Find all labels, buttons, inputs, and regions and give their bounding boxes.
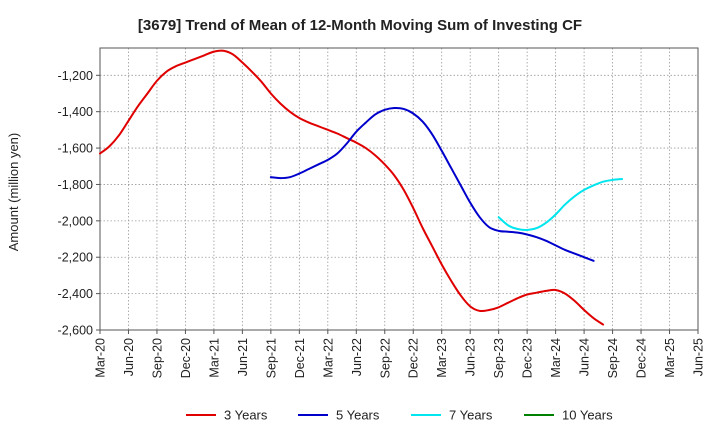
y-axis-label: Amount (million yen) <box>6 133 21 252</box>
y-tick-label: -1,800 <box>58 178 93 192</box>
series-line-5-years <box>269 106 595 262</box>
x-tick-label: Mar-25 <box>663 338 677 378</box>
x-tick-label: Dec-21 <box>293 338 307 378</box>
x-tick-label: Jun-23 <box>464 338 478 376</box>
x-tick-label: Dec-20 <box>179 338 193 378</box>
x-tick-label: Sep-22 <box>378 338 392 378</box>
grid-layer <box>99 48 699 331</box>
series-line-7-years <box>497 177 624 231</box>
x-tick-label: Jun-25 <box>692 338 706 376</box>
axis-layer: -1,200 -1,400 -1,600 -1,800 -2,000 -2,200 -2,4… <box>58 47 706 378</box>
y-tick-label: -1,600 <box>58 142 93 156</box>
y-tick-label: -2,200 <box>58 251 93 265</box>
x-tick-label: Jun-20 <box>122 338 136 376</box>
y-tick-label: -2,000 <box>58 214 93 228</box>
legend-label-10-years: 10 Years <box>562 408 613 423</box>
x-tick-label: Mar-20 <box>94 338 108 378</box>
x-tick-label: Sep-23 <box>492 338 506 378</box>
y-tick-label: -1,200 <box>58 69 93 83</box>
x-tick-label: Dec-23 <box>521 338 535 378</box>
x-tick-label: Dec-24 <box>635 338 649 378</box>
y-tick-label: -2,400 <box>58 287 93 301</box>
legend-label-7-years: 7 Years <box>449 408 493 423</box>
x-tick-label: Jun-22 <box>350 338 364 376</box>
legend: 3 Years 5 Years 7 Years 10 Years <box>186 408 613 423</box>
x-tick-label: Jun-24 <box>578 338 592 376</box>
x-tick-label: Sep-20 <box>150 338 164 378</box>
x-tick-label: Sep-24 <box>606 338 620 378</box>
legend-label-3-years: 3 Years <box>224 408 268 423</box>
series-line-3-years <box>99 49 605 326</box>
x-tick-label: Dec-22 <box>407 338 421 378</box>
y-tick-label: -2,600 <box>58 324 93 338</box>
x-tick-label: Mar-24 <box>549 338 563 378</box>
x-tick-label: Mar-22 <box>321 338 335 378</box>
series-layer <box>99 49 624 326</box>
plot-frame <box>99 47 699 331</box>
x-tick-label: Sep-21 <box>264 338 278 378</box>
x-tick-label: Jun-21 <box>236 338 250 376</box>
chart-title: [3679] Trend of Mean of 12-Month Moving … <box>138 17 582 34</box>
legend-label-5-years: 5 Years <box>336 408 380 423</box>
x-tick-label: Mar-23 <box>435 338 449 378</box>
y-tick-label: -1,400 <box>58 105 93 119</box>
x-tick-label: Mar-21 <box>207 338 221 378</box>
